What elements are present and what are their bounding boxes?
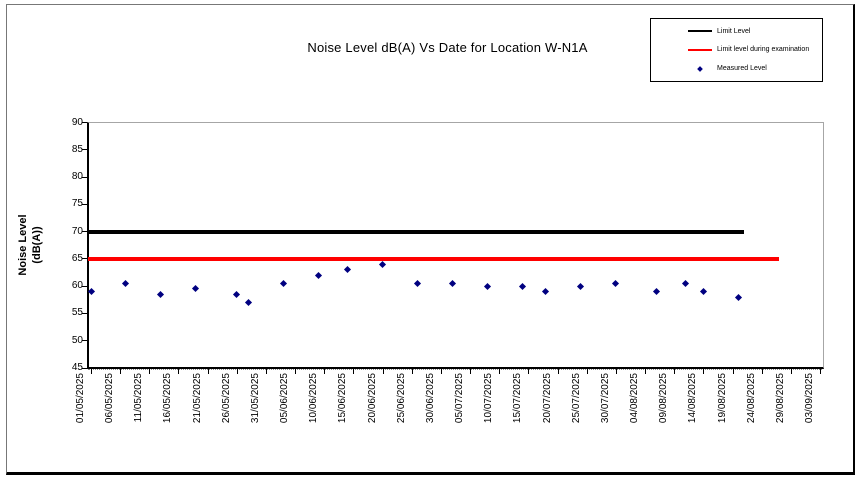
x-axis-tick <box>820 369 821 374</box>
y-axis-title: Noise Level (dB(A)) <box>16 185 46 305</box>
y-axis-tick <box>82 285 87 287</box>
x-axis-tick <box>499 369 501 374</box>
x-tick-label: 26/05/2025 <box>220 373 232 424</box>
x-axis-tick <box>674 369 676 374</box>
x-axis-tick <box>178 369 180 374</box>
x-axis-tick <box>703 369 705 374</box>
black-line-icon <box>687 30 713 33</box>
y-axis-tick <box>82 149 87 151</box>
y-axis-tick <box>82 231 87 233</box>
y-tick-label: 45 <box>71 362 83 373</box>
x-axis-tick <box>149 369 151 374</box>
x-axis-tick <box>615 369 617 374</box>
x-axis-tick <box>120 369 122 374</box>
y-axis-tick <box>82 258 87 260</box>
x-axis-tick <box>732 369 734 374</box>
x-axis-tick <box>295 369 297 374</box>
x-tick-label: 15/06/2025 <box>337 373 349 424</box>
x-axis-tick <box>557 369 559 374</box>
x-tick-label: 30/07/2025 <box>599 373 611 424</box>
x-tick-label: 29/08/2025 <box>774 373 786 424</box>
x-tick-label: 25/07/2025 <box>570 373 582 424</box>
x-tick-label: 20/07/2025 <box>541 373 553 424</box>
legend-item-measured-level: Measured Level <box>651 62 822 76</box>
x-axis-tick <box>528 369 530 374</box>
chart-legend: Limit Level Limit level during examinati… <box>650 18 823 82</box>
x-axis-tick <box>91 369 92 374</box>
y-tick-label: 55 <box>71 307 83 319</box>
x-tick-label: 06/05/2025 <box>104 373 116 424</box>
y-tick-label: 75 <box>71 198 83 210</box>
red-line-icon <box>687 48 713 51</box>
y-tick-label: 60 <box>71 280 83 292</box>
x-tick-label: 31/05/2025 <box>249 373 261 424</box>
y-tick-label: 50 <box>71 334 83 346</box>
x-axis-tick <box>411 369 413 374</box>
x-axis-minor-ticks <box>88 369 822 370</box>
x-tick-label: 20/06/2025 <box>366 373 378 424</box>
x-tick-label: 16/05/2025 <box>162 373 174 424</box>
legend-item-limit-level: Limit Level <box>651 24 822 38</box>
legend-label: Measured Level <box>717 65 767 73</box>
plot-area <box>87 122 824 369</box>
legend-label: Limit level during examination <box>717 46 810 54</box>
x-tick-label: 14/08/2025 <box>687 373 699 424</box>
x-tick-label: 11/05/2025 <box>133 373 145 423</box>
y-tick-label: 85 <box>71 143 83 155</box>
y-axis-title-line1: Noise Level <box>17 214 29 276</box>
x-axis-tick <box>761 369 763 374</box>
y-tick-label: 90 <box>71 116 83 128</box>
y-tick-label: 70 <box>71 225 83 237</box>
y-axis-tick <box>82 367 87 369</box>
x-tick-label: 05/06/2025 <box>279 373 291 424</box>
figure-border <box>6 4 855 475</box>
x-tick-label: 01/05/2025 <box>75 373 86 424</box>
x-axis-tick <box>265 369 267 374</box>
y-axis-tick <box>82 340 87 342</box>
y-axis-tick <box>82 176 87 178</box>
x-axis-tick <box>236 369 238 374</box>
x-axis-tick <box>207 369 209 374</box>
x-tick-label: 04/08/2025 <box>629 373 641 424</box>
x-tick-label: 10/06/2025 <box>308 373 320 424</box>
x-tick-label: 25/06/2025 <box>395 373 407 424</box>
x-tick-label: 05/07/2025 <box>454 373 466 424</box>
y-tick-label: 80 <box>71 171 83 183</box>
x-axis-tick <box>470 369 472 374</box>
x-tick-label: 15/07/2025 <box>512 373 524 424</box>
x-tick-label: 30/06/2025 <box>424 373 436 424</box>
x-tick-label: 10/07/2025 <box>483 373 495 424</box>
chart-title: Noise Level dB(A) Vs Date for Location W… <box>307 40 588 55</box>
x-tick-label: 09/08/2025 <box>658 373 670 424</box>
y-axis-title-line2: (dB(A)) <box>31 226 43 264</box>
x-axis-tick <box>382 369 384 374</box>
examination-limit-line <box>88 256 780 261</box>
limit-level-line <box>88 229 745 234</box>
x-tick-label: 21/05/2025 <box>191 373 203 424</box>
y-tick-label: 65 <box>71 252 83 264</box>
legend-label: Limit Level <box>717 27 751 35</box>
y-axis-tick <box>82 122 87 123</box>
x-tick-label: 19/08/2025 <box>716 373 728 424</box>
legend-item-limit-level-examination: Limit level during examination <box>651 43 822 57</box>
y-axis-tick <box>82 312 87 314</box>
x-axis-tick <box>790 369 792 374</box>
y-axis-tick <box>82 203 87 205</box>
x-axis-tick <box>353 369 355 374</box>
x-axis-tick <box>324 369 326 374</box>
x-tick-label: 24/08/2025 <box>745 373 757 424</box>
diamond-marker-icon <box>687 65 713 72</box>
x-axis-tick <box>586 369 588 374</box>
x-axis-tick <box>440 369 442 374</box>
x-axis-tick <box>645 369 647 374</box>
x-tick-label: 03/09/2025 <box>804 373 815 424</box>
